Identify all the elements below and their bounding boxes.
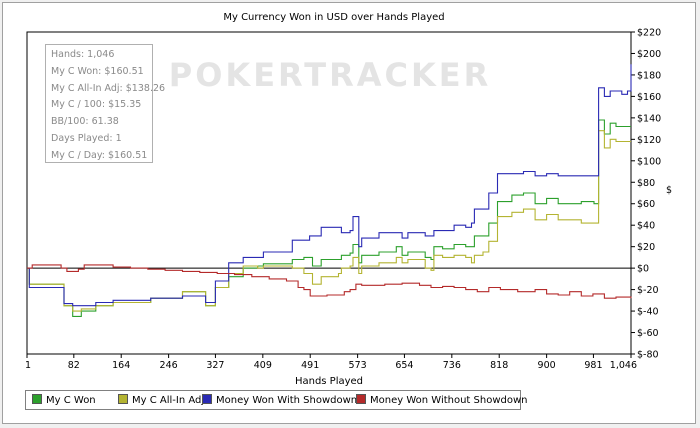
series-line-all-in-adj bbox=[27, 130, 631, 312]
series-line-with-showdown bbox=[27, 64, 632, 307]
stats-box: Hands: 1,046 My C Won: $160.51 My C All-… bbox=[45, 44, 166, 163]
y-tick-label: $20 bbox=[637, 242, 655, 253]
legend-swatch-all-in-adj bbox=[118, 394, 128, 404]
legend-label-all-in-adj: My C All-In Adj bbox=[132, 395, 205, 406]
x-tick-label: 491 bbox=[301, 360, 319, 371]
legend-label-with-showdown: Money Won With Showdown bbox=[216, 395, 358, 406]
x-tick-label: 164 bbox=[112, 360, 130, 371]
y-tick-label: $40 bbox=[637, 221, 655, 232]
y-tick-label: $100 bbox=[637, 156, 661, 167]
stat-per-day: My C / Day: $160.51 bbox=[51, 149, 148, 161]
x-tick-label: 1,046 bbox=[610, 360, 637, 371]
legend-label-without-showdown: Money Won Without Showdown bbox=[370, 395, 528, 406]
y-tick-label: $-40 bbox=[637, 307, 659, 318]
x-axis-label: Hands Played bbox=[295, 376, 363, 387]
legend-swatch-my-c-won bbox=[32, 394, 42, 404]
x-tick-label: 246 bbox=[160, 360, 178, 371]
x-tick-label: 82 bbox=[68, 360, 80, 371]
y-tick-label: $200 bbox=[637, 49, 661, 60]
chart-title: My Currency Won in USD over Hands Played bbox=[223, 12, 444, 23]
plot-area-border bbox=[26, 31, 632, 355]
series-line-without-showdown bbox=[27, 264, 632, 299]
x-tick-label: 818 bbox=[490, 360, 508, 371]
y-tick-label: $140 bbox=[637, 113, 661, 124]
x-tick-label: 736 bbox=[443, 360, 461, 371]
x-tick-label: 409 bbox=[254, 360, 272, 371]
legend-swatch-with-showdown bbox=[202, 394, 212, 404]
y-tick-label: $0 bbox=[637, 264, 649, 275]
x-tick-label: 573 bbox=[349, 360, 367, 371]
legend-swatch-without-showdown bbox=[356, 394, 366, 404]
y-tick-label: $-20 bbox=[637, 285, 659, 296]
y-tick-label: $80 bbox=[637, 178, 655, 189]
x-tick-label: 1 bbox=[25, 360, 31, 371]
stat-per-100: My C / 100: $15.35 bbox=[51, 99, 142, 111]
legend: My C Won My C All-In Adj Money Won With … bbox=[25, 390, 528, 410]
watermark-logo: POKERTRACKER bbox=[169, 56, 492, 94]
y-tick-label: $180 bbox=[637, 70, 661, 81]
x-tick-label: 900 bbox=[538, 360, 556, 371]
stat-allin-adj: My C All-In Adj: $138.26 bbox=[51, 82, 166, 94]
x-tick-label: 654 bbox=[395, 360, 413, 371]
legend-item-with-showdown: Money Won With Showdown bbox=[202, 394, 357, 408]
legend-item-without-showdown: Money Won Without Showdown bbox=[356, 394, 528, 408]
y-tick-label: $-60 bbox=[637, 328, 659, 339]
legend-item-all-in-adj: My C All-In Adj bbox=[118, 394, 204, 408]
x-tick-label: 327 bbox=[206, 360, 224, 371]
y-tick-label: $120 bbox=[637, 135, 661, 146]
y-tick-label: $-80 bbox=[637, 350, 659, 361]
y-tick-label: $220 bbox=[637, 28, 661, 39]
stat-won: My C Won: $160.51 bbox=[51, 65, 144, 77]
y-tick-label: $60 bbox=[637, 199, 655, 210]
stat-hands: Hands: 1,046 bbox=[51, 49, 115, 60]
x-tick-label: 981 bbox=[584, 360, 602, 371]
legend-item-my-c-won: My C Won bbox=[32, 394, 96, 408]
stat-bb-100: BB/100: 61.38 bbox=[51, 116, 119, 128]
y-tick-label: $160 bbox=[637, 92, 661, 103]
y-axis-label: $ bbox=[666, 185, 672, 196]
legend-label-my-c-won: My C Won bbox=[46, 395, 96, 406]
stat-days: Days Played: 1 bbox=[51, 132, 122, 144]
